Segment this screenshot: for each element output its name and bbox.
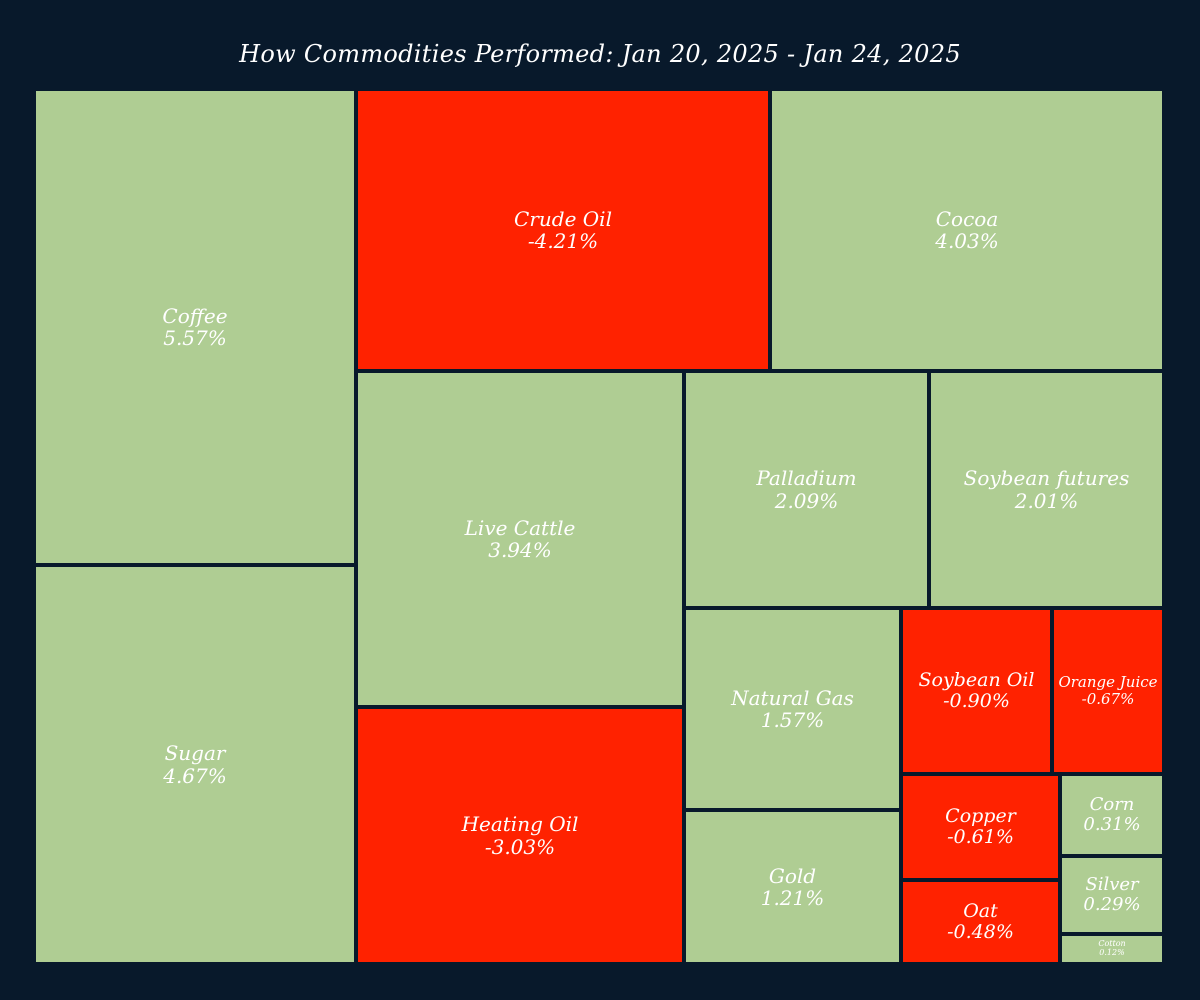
tile-name-soybean-oil: Soybean Oil <box>918 668 1035 691</box>
treemap-tile-copper: Copper -0.61% <box>903 776 1058 878</box>
tile-change-soybean-futures: 2.01% <box>1014 488 1079 513</box>
tile-change-sugar: 4.67% <box>163 763 227 788</box>
treemap-tile-soybean-futures: Soybean futures 2.01% <box>931 373 1162 606</box>
tile-name-cotton: Cotton <box>1098 939 1126 949</box>
tile-change-heating-oil: -3.03% <box>484 834 556 859</box>
treemap-tile-soybean-oil: Soybean Oil -0.90% <box>903 610 1050 772</box>
treemap-tile-cocoa: Cocoa 4.03% <box>772 91 1162 369</box>
tile-name-cocoa: Cocoa <box>935 206 999 231</box>
treemap-tile-cotton: Cotton 0.12% <box>1062 936 1162 962</box>
tile-change-copper: -0.61% <box>947 826 1014 848</box>
treemap-tile-orange-juice: Orange Juice -0.67% <box>1054 610 1162 772</box>
tile-change-palladium: 2.09% <box>774 488 839 513</box>
treemap-tile-palladium: Palladium 2.09% <box>686 373 927 606</box>
treemap-tile-oat: Oat -0.48% <box>903 882 1058 962</box>
tile-change-live-cattle: 3.94% <box>488 538 552 562</box>
treemap-tile-gold: Gold 1.21% <box>686 812 899 962</box>
treemap-tile-crude-oil: Crude Oil -4.21% <box>358 91 768 369</box>
treemap-tile-live-cattle: Live Cattle 3.94% <box>358 373 682 705</box>
tile-change-natural-gas: 1.57% <box>760 708 825 732</box>
tile-change-soybean-oil: -0.90% <box>943 690 1010 712</box>
tile-name-sugar: Sugar <box>164 741 226 766</box>
tile-name-orange-juice: Orange Juice <box>1058 673 1158 692</box>
treemap-tile-natural-gas: Natural Gas 1.57% <box>686 610 899 808</box>
tile-change-corn: 0.31% <box>1083 814 1141 835</box>
tile-change-oat: -0.48% <box>947 921 1014 943</box>
tile-change-cocoa: 4.03% <box>935 229 999 253</box>
tile-name-heating-oil: Heating Oil <box>461 812 579 837</box>
tile-name-silver: Silver <box>1085 873 1139 895</box>
chart-title: How Commodities Performed: Jan 20, 2025 … <box>239 40 961 68</box>
tile-name-natural-gas: Natural Gas <box>731 685 854 710</box>
tile-name-soybean-futures: Soybean futures <box>963 466 1130 491</box>
tile-name-live-cattle: Live Cattle <box>464 515 576 540</box>
tile-name-crude-oil: Crude Oil <box>514 206 612 231</box>
tile-change-coffee: 5.57% <box>163 326 227 350</box>
tile-name-corn: Corn <box>1089 793 1135 815</box>
tile-name-coffee: Coffee <box>162 303 228 328</box>
tile-name-palladium: Palladium <box>756 466 857 491</box>
tile-change-crude-oil: -4.21% <box>527 229 599 253</box>
treemap-tile-heating-oil: Heating Oil -3.03% <box>358 709 682 962</box>
tile-name-copper: Copper <box>945 804 1016 827</box>
treemap-tile-silver: Silver 0.29% <box>1062 858 1162 932</box>
treemap-tile-sugar: Sugar 4.67% <box>36 567 354 962</box>
tile-change-gold: 1.21% <box>760 886 825 910</box>
tile-change-silver: 0.29% <box>1083 894 1141 915</box>
tile-name-oat: Oat <box>963 899 998 922</box>
treemap-tile-coffee: Coffee 5.57% <box>36 91 354 563</box>
tile-change-orange-juice: -0.67% <box>1081 690 1135 708</box>
tile-change-cotton: 0.12% <box>1099 948 1125 957</box>
treemap-tile-corn: Corn 0.31% <box>1062 776 1162 854</box>
tile-name-gold: Gold <box>768 863 817 888</box>
